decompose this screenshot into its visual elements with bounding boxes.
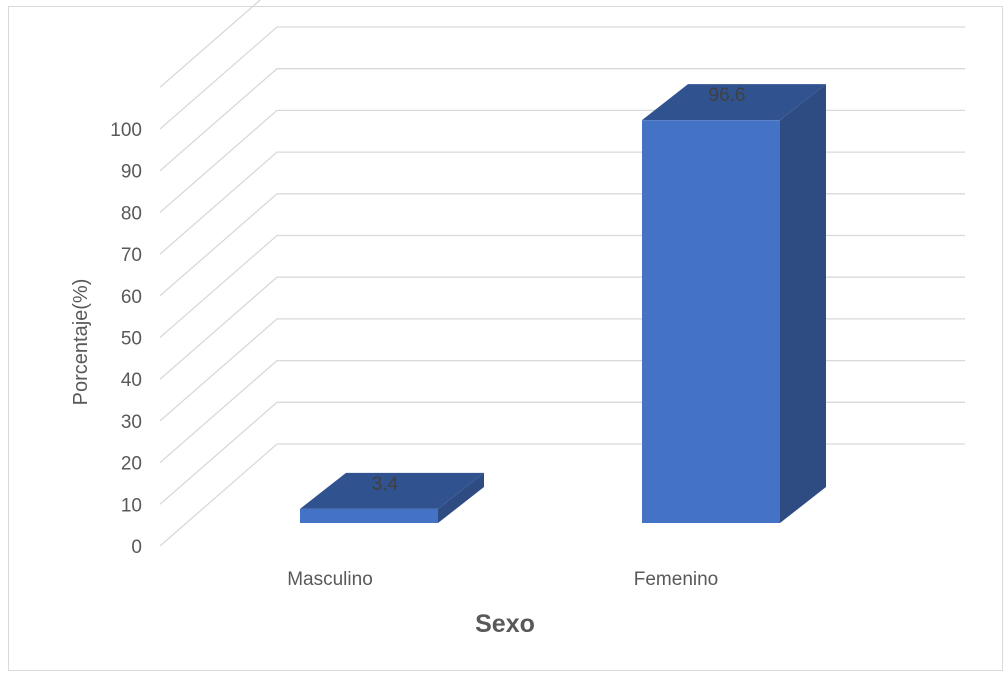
- y-axis-title: Porcentaje(%): [70, 279, 92, 406]
- bar-front-face: [300, 508, 438, 523]
- gridline: [159, 26, 965, 130]
- x-category-label: Femenino: [634, 569, 719, 590]
- bar-top-face: [300, 472, 484, 509]
- y-tick-label: 100: [110, 120, 142, 141]
- y-tick-label: 40: [121, 370, 142, 391]
- x-axis-categories: Masculino Femenino: [287, 569, 718, 590]
- bar-femenino: [642, 84, 826, 523]
- y-tick-label: 80: [121, 203, 142, 224]
- y-tick-label: 30: [121, 412, 142, 433]
- y-tick-label: 10: [121, 495, 142, 516]
- gridline: [159, 318, 965, 422]
- x-category-label: Masculino: [287, 569, 373, 590]
- bar-side-face: [780, 84, 826, 523]
- y-axis-ticks: 0 10 20 30 40 50 60 70 80 90 100: [110, 120, 142, 558]
- gridline: [159, 401, 965, 505]
- x-axis-title: Sexo: [475, 610, 535, 638]
- gridline: [159, 68, 965, 172]
- y-tick-label: 90: [121, 162, 142, 183]
- y-tick-label: 70: [121, 245, 142, 266]
- bar-masculino: [300, 472, 484, 523]
- gridline: [159, 276, 965, 380]
- gridline: [159, 359, 965, 464]
- gridline: [159, 109, 965, 213]
- bar-front-face: [642, 120, 780, 523]
- gridline: [159, 193, 965, 297]
- data-label: 3.4: [372, 474, 399, 495]
- y-tick-label: 0: [131, 537, 142, 558]
- gridline: [159, 151, 965, 255]
- y-tick-label: 50: [121, 329, 142, 350]
- gridlines: [159, 0, 965, 547]
- y-tick-label: 60: [121, 287, 142, 308]
- gridline: [159, 234, 965, 338]
- bars: 3.4 96.6: [300, 84, 826, 523]
- gridline: [159, 443, 965, 547]
- gridline: [159, 0, 262, 88]
- y-tick-label: 20: [121, 454, 142, 475]
- bar-top-face: [642, 84, 826, 121]
- bar-side-face: [438, 472, 484, 523]
- data-label: 96.6: [709, 85, 746, 106]
